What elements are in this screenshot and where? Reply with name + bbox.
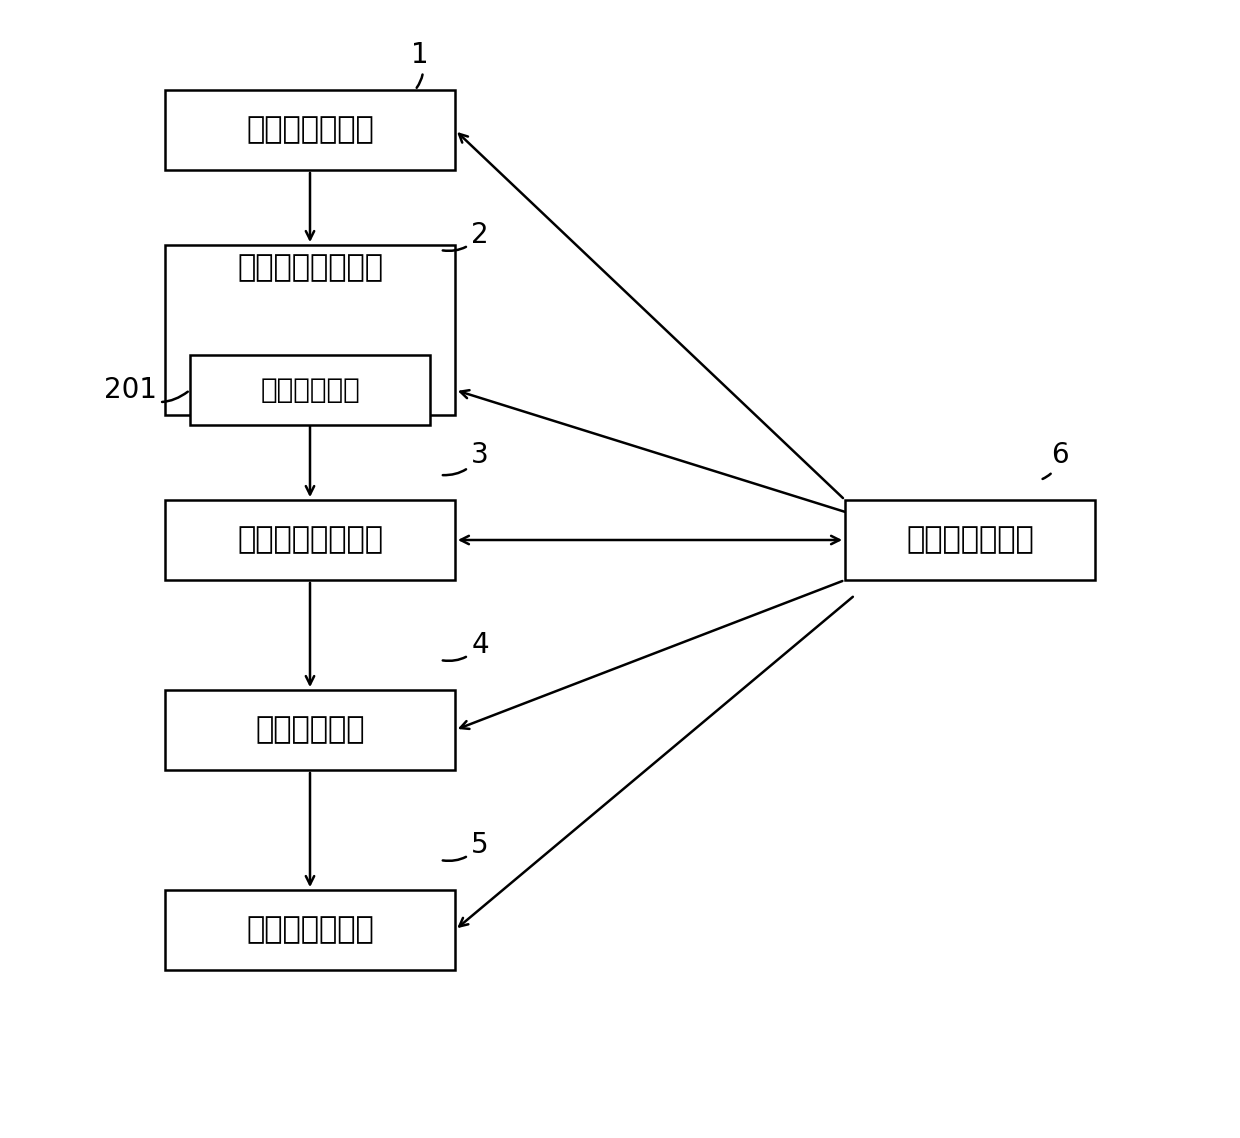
Text: 低压高阻计模块: 低压高阻计模块: [246, 915, 374, 945]
Text: 4: 4: [443, 630, 489, 661]
Bar: [190, 355, 430, 424]
Text: 低压电容表模块: 低压电容表模块: [246, 115, 374, 145]
Text: 工频交流耐压模块: 工频交流耐压模块: [237, 253, 383, 282]
Bar: [165, 890, 455, 970]
Text: 6: 6: [1043, 442, 1069, 479]
Text: 5: 5: [443, 831, 489, 860]
Bar: [165, 690, 455, 770]
Bar: [165, 245, 455, 415]
Text: 串联谐振模块: 串联谐振模块: [255, 716, 365, 744]
Bar: [165, 90, 455, 170]
Text: 3: 3: [443, 442, 489, 476]
Text: 工频直流耐压模块: 工频直流耐压模块: [237, 526, 383, 554]
Bar: [844, 500, 1095, 580]
Text: 1: 1: [412, 41, 429, 88]
Text: 201: 201: [103, 376, 187, 404]
Text: 数据处理子系统: 数据处理子系统: [906, 526, 1034, 554]
Bar: [165, 500, 455, 580]
Text: 2: 2: [443, 221, 489, 250]
Text: 局放测试组件: 局放测试组件: [260, 376, 360, 404]
